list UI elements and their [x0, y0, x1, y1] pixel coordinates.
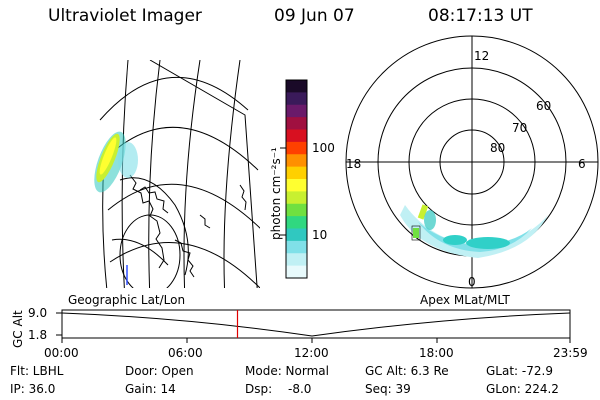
timeline-xtick-0600: 06:00 [168, 346, 203, 360]
timeline-xtick-1800: 18:00 [419, 346, 454, 360]
polar-label-0: 0 [468, 275, 476, 289]
colorbar-band [286, 117, 307, 131]
info-glon: GLon: 224.2 [486, 382, 559, 396]
instrument-title: Ultraviolet Imager [48, 6, 202, 26]
timeline-xtick-1200: 12:00 [294, 346, 329, 360]
colorbar-band [286, 228, 307, 242]
colorbar-band [286, 203, 307, 217]
timeline-left-label: Geographic Lat/Lon [68, 293, 186, 307]
colorbar-band [286, 191, 307, 205]
colorbar-band [286, 253, 307, 267]
info-dsp-label: Dsp: [245, 382, 273, 396]
timeline-xtick-2359: 23:59 [553, 346, 588, 360]
colorbar-band [286, 166, 307, 180]
geographic-map [99, 60, 260, 288]
altitude-timeline [56, 309, 571, 343]
info-ip: IP: 36.0 [10, 382, 56, 396]
observation-date: 09 Jun 07 [274, 6, 355, 26]
timeline-y-title: GC Alt [11, 310, 25, 348]
polar-lat-80: 80 [490, 141, 505, 155]
map-aurora-arc [94, 131, 138, 193]
polar-label-6: 6 [578, 157, 586, 171]
colorbar-band [286, 240, 307, 254]
colorbar-band [286, 92, 307, 106]
colorbar-band [286, 154, 307, 168]
timeline-frame [61, 309, 571, 339]
colorbar-band [286, 179, 307, 192]
timeline-ytick-low: 1.8 [28, 328, 48, 342]
colorbar [286, 80, 307, 279]
info-gain: Gain: 14 [125, 382, 176, 396]
observation-time: 08:17:13 UT [428, 6, 533, 26]
timeline-right-label: Apex MLat/MLT [420, 293, 510, 307]
timeline-xtick-0000: 00:00 [44, 346, 79, 360]
colorbar-band [286, 129, 307, 143]
gc-altitude-curve [61, 312, 571, 337]
polar-label-18: 18 [346, 157, 361, 171]
info-mode: Mode: Normal [245, 364, 329, 378]
colorbar-band [286, 104, 307, 118]
colorbar-label-10: 10 [312, 228, 327, 242]
colorbar-label-100: 100 [312, 141, 335, 155]
colorbar-unit-label: photon cm⁻²s⁻¹ [269, 147, 283, 240]
info-door: Door: Open [125, 364, 194, 378]
polar-lat-70: 70 [512, 121, 527, 135]
polar-lat-60: 60 [536, 99, 551, 113]
info-filter: Flt: LBHL [10, 364, 64, 378]
info-dsp-value: -8.0 [288, 382, 312, 396]
polar-label-12: 12 [474, 49, 489, 63]
polar-aurora-oval [400, 204, 548, 258]
colorbar-band [286, 265, 307, 279]
info-glat: GLat: -72.9 [486, 364, 553, 378]
info-seq: Seq: 39 [365, 382, 411, 396]
colorbar-frame [285, 79, 308, 279]
info-gc-alt: GC Alt: 6.3 Re [365, 364, 449, 378]
colorbar-band [286, 80, 307, 93]
colorbar-band [286, 141, 307, 155]
timeline-ytick-high: 9.0 [28, 306, 48, 320]
colorbar-band [286, 216, 307, 230]
